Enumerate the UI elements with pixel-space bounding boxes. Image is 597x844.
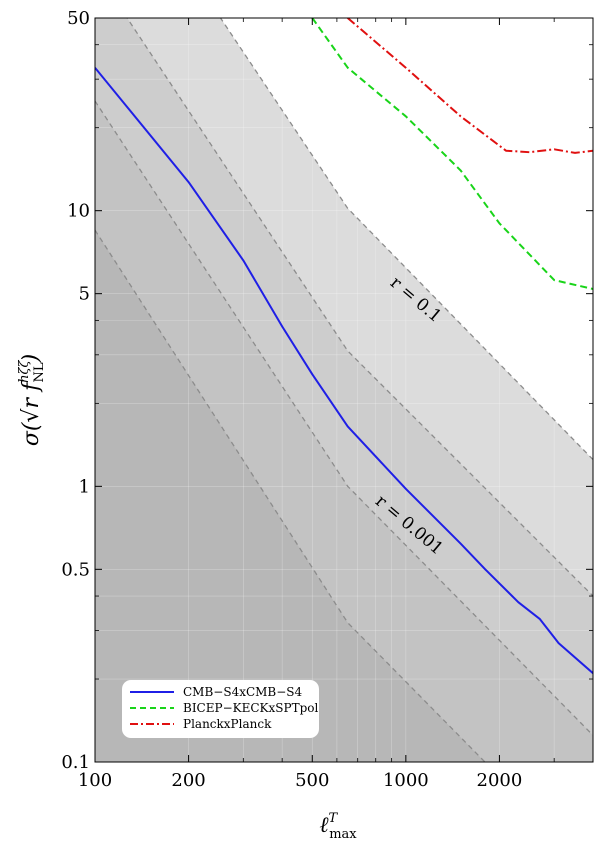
band-r-0.0001 (95, 230, 485, 762)
y-tick-label: 50 (67, 8, 90, 29)
legend-box (122, 680, 319, 738)
y-tick-label: 1 (79, 476, 90, 497)
band-boundary-r-0.001 (95, 100, 593, 736)
bands-layer (95, 18, 593, 762)
band-boundary-r-0.1 (219, 18, 593, 461)
band-boundary-r-0.0001 (95, 229, 486, 762)
legend-label-2: PlanckxPlanck (183, 717, 272, 731)
x-tick-label: 200 (171, 770, 205, 791)
y-tick-label: 5 (79, 284, 90, 305)
y-axis-label: σ(√r fhζζNL) (17, 354, 47, 446)
tick-layer: 100 200 500 1000 2000 0.1 0.5 1 5 10 50 (61, 8, 593, 791)
x-axis-label: ℓT max (319, 811, 357, 842)
x-tick-label: 1000 (383, 770, 429, 791)
y-tick-label: 10 (67, 201, 90, 222)
x-tick-label: 100 (78, 770, 112, 791)
grid-layer (95, 18, 593, 762)
series-layer (95, 18, 593, 674)
x-tick-label: 500 (295, 770, 329, 791)
legend: CMB−S4xCMB−S4 BICEP−KECKxSPTpol PlanckxP… (122, 680, 319, 738)
y-tick-label: 0.5 (61, 559, 90, 580)
plot-frame (94, 17, 594, 763)
x-tick-label: 2000 (477, 770, 523, 791)
legend-label-1: BICEP−KECKxSPTpol (183, 701, 318, 715)
boundary-layer (95, 18, 593, 762)
series-line-0 (95, 67, 593, 674)
series-line-2 (347, 18, 593, 154)
y-tick-label: 0.1 (61, 752, 90, 773)
band-boundary-r-0.01 (126, 18, 593, 597)
series-line-1 (311, 18, 593, 290)
legend-label-0: CMB−S4xCMB−S4 (183, 685, 303, 699)
